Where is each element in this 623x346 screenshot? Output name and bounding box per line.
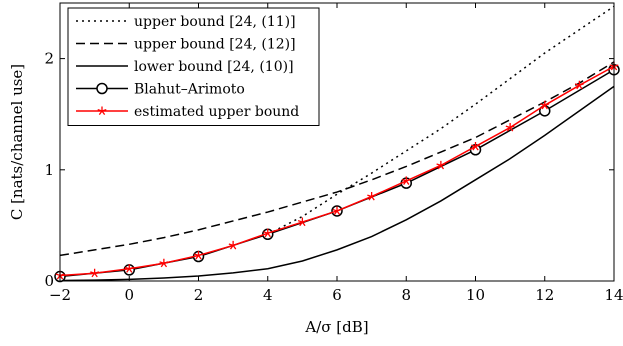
- series-line-0: [267, 5, 615, 235]
- data-point: [332, 206, 342, 215]
- data-point: [124, 264, 134, 273]
- x-tick-label: 6: [332, 286, 342, 304]
- data-point: [471, 141, 480, 151]
- legend: upper bound [24, (11)] upper bound [24, (…: [67, 7, 320, 126]
- y-tick-label: 0: [44, 272, 54, 290]
- data-point: [297, 217, 307, 227]
- legend-label-3: Blahut–Arimoto: [134, 82, 245, 98]
- data-point: [194, 250, 203, 260]
- data-point: [367, 191, 377, 201]
- x-tick-label: 2: [194, 286, 204, 304]
- x-tick-label: 12: [535, 286, 554, 304]
- x-tick-label: 0: [124, 286, 134, 304]
- data-point: [401, 176, 411, 185]
- data-point: [574, 80, 584, 90]
- y-axis-label: C [nats/channel use]: [8, 64, 26, 220]
- data-point: [540, 100, 550, 110]
- legend-label-4: estimated upper bound: [134, 104, 299, 120]
- legend-marker-3: [96, 82, 108, 95]
- x-axis-label: A/σ [dB]: [304, 318, 368, 336]
- x-tick-label: −2: [49, 286, 71, 304]
- x-tick-label: 14: [604, 286, 623, 304]
- series-line-1: [59, 61, 615, 257]
- y-tick-label: 1: [44, 161, 54, 179]
- legend-marker-4: [97, 106, 107, 116]
- data-point: [436, 160, 446, 170]
- series-line-2: [59, 85, 615, 282]
- y-tick-label: 2: [44, 50, 54, 68]
- x-tick-label: 4: [263, 286, 273, 304]
- data-point: [263, 228, 273, 238]
- data-point: [159, 258, 169, 268]
- x-tick-label: 10: [466, 286, 485, 304]
- data-point: [228, 240, 238, 250]
- series-layer: [54, 5, 620, 283]
- legend-label-2: lower bound [24, (10)]: [134, 59, 294, 75]
- data-point: [90, 268, 100, 278]
- x-tick-label: 8: [401, 286, 411, 304]
- legend-label-1: upper bound [24, (12)]: [134, 37, 296, 53]
- legend-label-0: upper bound [24, (11)]: [134, 14, 296, 30]
- data-point: [505, 123, 515, 132]
